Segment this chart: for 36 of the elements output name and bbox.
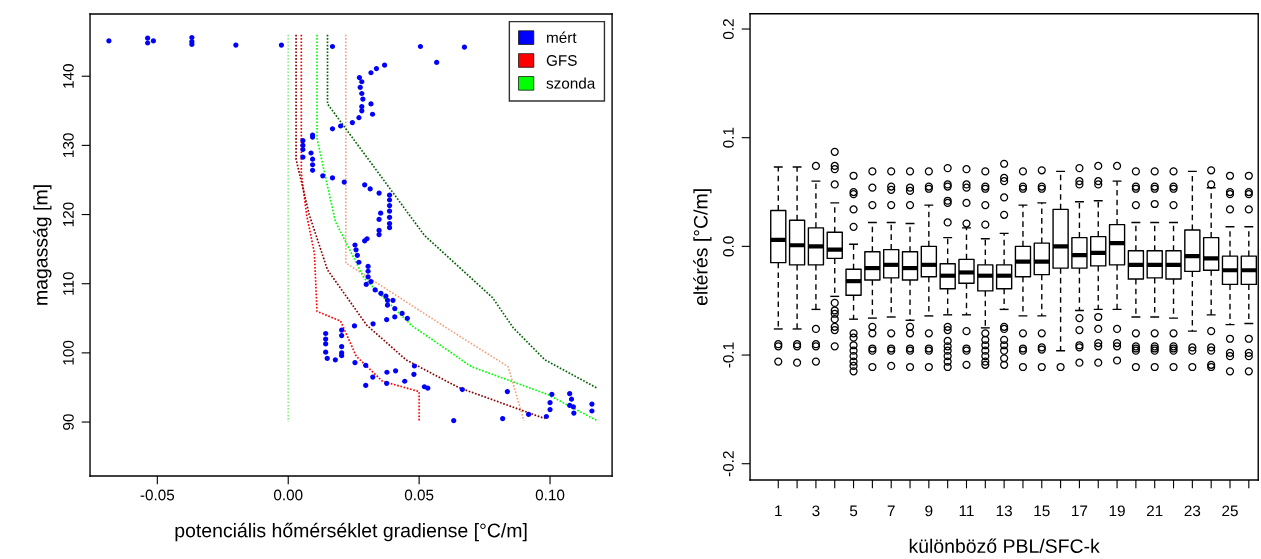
x-tick-label: 23: [1184, 505, 1201, 517]
x-tick-label: 19: [1109, 505, 1125, 517]
x-tick-label: 0.05: [404, 489, 434, 501]
y-tick-label: -0.2: [723, 451, 734, 477]
y-tick-label: 0.1: [723, 127, 734, 148]
x-tick-label: 13: [996, 505, 1012, 517]
x-tick-label: 0.00: [273, 489, 303, 501]
x-tick-label: 1: [775, 505, 782, 517]
y-tick-label: 140: [63, 64, 74, 88]
y-tick-label: 120: [63, 202, 74, 227]
y-axis-title: eltérés [°C/m]: [693, 189, 712, 306]
y-tick-label: 130: [63, 133, 74, 157]
y-tick-label: -0.1: [723, 342, 734, 368]
legend-label: GFS: [546, 55, 577, 66]
x-tick-label: 9: [925, 505, 933, 517]
y-axis-title: magasság [m]: [33, 185, 52, 305]
y-tick-label: 100: [63, 340, 74, 365]
line-series: [344, 33, 525, 422]
legend-label: szonda: [546, 77, 596, 89]
x-tick-label: 5: [849, 505, 858, 517]
x-tick-label: 17: [1072, 505, 1088, 517]
y-tick-label: 110: [63, 272, 74, 295]
x-axis-title: potenciális hőmérséklet gradiense [°C/m]: [175, 522, 527, 542]
x-tick-label: 7: [887, 505, 895, 517]
y-tick-label: 0.0: [723, 236, 734, 257]
y-tick-label: 0.2: [723, 19, 734, 40]
x-tick-label: 15: [1034, 505, 1050, 517]
x-axis-title: különböző PBL/SFC-k: [909, 538, 1100, 553]
x-tick-label: 25: [1222, 505, 1238, 517]
x-tick-label: 11: [959, 505, 974, 517]
x-tick-label: 0.10: [535, 489, 565, 501]
x-tick-label: 21: [1146, 505, 1163, 517]
x-tick-label: -0.05: [140, 489, 175, 501]
x-tick-label: 3: [812, 505, 820, 517]
legend-label: mért: [547, 31, 577, 43]
y-tick-label: 90: [63, 414, 74, 430]
